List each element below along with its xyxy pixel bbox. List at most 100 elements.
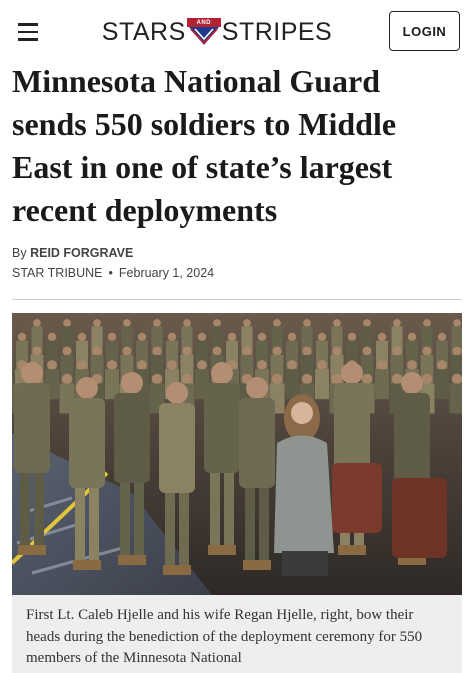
figure-part [151,326,163,357]
figure-part [182,346,192,356]
figure-part [362,346,372,356]
figure-part [449,383,462,414]
figure-part [347,332,357,342]
figure-part [34,473,44,548]
figure-part [301,373,313,385]
figure-part [122,346,132,356]
source: STAR TRIBUNE [12,266,103,280]
menu-button[interactable] [18,23,38,41]
figure-part [197,360,207,370]
figure-part [451,373,462,385]
figure-part [317,332,327,342]
figure-part [183,319,191,327]
figure-part [210,473,220,548]
source-line: STAR TRIBUNE • February 1, 2024 [12,266,214,280]
figure-part [393,319,401,327]
figure-part [21,362,43,384]
figure-part [331,326,343,357]
figure-part [332,346,342,356]
figure-part [302,346,312,356]
figure-part [407,332,417,342]
figure-part [121,372,143,394]
figure-part [120,483,130,558]
figure-part [123,319,131,327]
figure-part [435,369,449,400]
figure-part [271,373,283,385]
figure-part [333,319,341,327]
figure-part [137,360,147,370]
figure-part [224,473,234,548]
figure-part [151,373,163,385]
figure-part [377,332,387,342]
figure-part [47,332,57,342]
figure-part [18,545,46,555]
figure-part [208,545,236,555]
photo-caption: First Lt. Caleb Hjelle and his wife Rega… [12,595,462,673]
figure-part [331,373,343,385]
figure-part [165,493,175,568]
figure-part [301,326,313,357]
figure-part [77,332,87,342]
figure-part [134,483,144,558]
author[interactable]: REID FORGRAVE [30,246,134,260]
figure-part [153,319,161,327]
figure-part [181,373,193,385]
figure-part [159,403,195,493]
figure-part [12,354,14,385]
figure-part [167,332,177,342]
figure-part [212,346,222,356]
figure-part [166,382,188,404]
figure-part [137,332,147,342]
figure-part [243,319,251,327]
figure-part [242,346,252,356]
figure-part [69,398,105,488]
figure-part [211,326,223,357]
figure-part [107,332,117,342]
figure-part [114,393,150,483]
figure-part [315,369,329,400]
figure-part [334,383,370,473]
figure-part [32,346,42,356]
figure-part [197,332,207,342]
figure-part [204,383,240,473]
figure-part [227,332,237,342]
figure-part [452,346,462,356]
site-logo[interactable]: STARS AND STRIPES [102,16,332,48]
figure-part [91,326,103,357]
article-photo [12,313,462,595]
figure-part [239,398,275,488]
figure-part [259,488,269,563]
figure-part [392,346,402,356]
logo-emblem: AND [186,18,221,46]
figure-part [47,360,57,370]
figure-part [398,555,426,565]
figure-part [93,319,101,327]
figure-part [77,360,87,370]
login-button[interactable]: LOGIN [389,11,460,51]
figure-part [422,346,432,356]
figure-part [391,373,403,385]
logo-and: AND [196,20,212,26]
figure-part [421,326,433,357]
figure-part [287,332,297,342]
logo-word: STARS [101,17,186,46]
figure-part [271,326,283,357]
figure-part [118,555,146,565]
logo-word: STRIPES [221,17,333,46]
figure-part [245,488,255,563]
figure-part [257,360,267,370]
flag-icon [186,18,221,45]
figure-part [257,332,267,342]
byline: By REID FORGRAVE [12,246,133,260]
figure-part [453,319,461,327]
figure-part [179,493,189,568]
divider [12,299,461,300]
figure-part [317,360,327,370]
figure-part [391,326,403,357]
date: February 1, 2024 [118,266,215,280]
figure-part [213,319,221,327]
figure-part [12,383,15,414]
figure-part [272,346,282,356]
figure-part [437,360,447,370]
figure-part [92,346,102,356]
